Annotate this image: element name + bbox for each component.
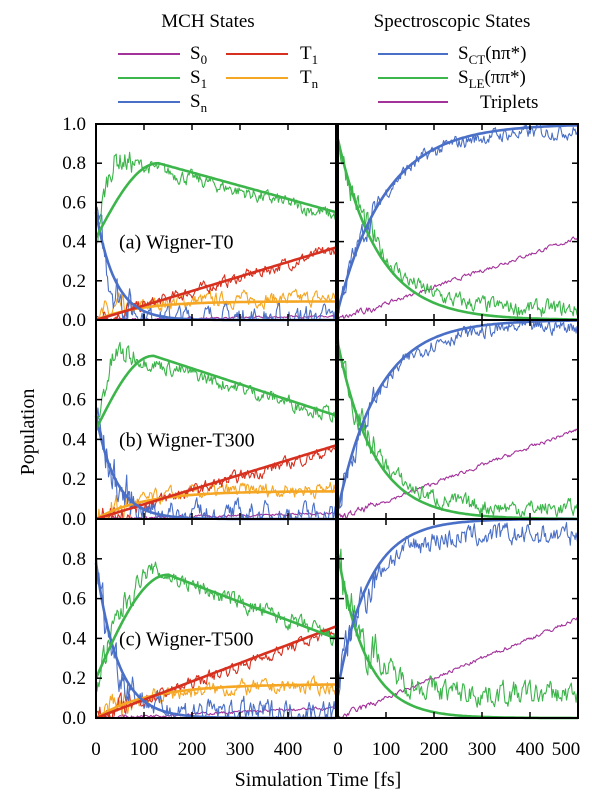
mch-panel-2: (b) Wigner-T300 [94,319,337,521]
ytick-label: 0.2 [62,469,86,490]
ytick-label: 0.2 [62,668,86,689]
spec-panel-1-series-sle-raw [337,135,579,317]
legend-label-triplets: Triplets [480,92,538,113]
spec-panel-3-series-sct-fit [336,517,578,689]
spec-panel-2-series-sle-fit [336,343,578,521]
mch-panel-3-frame [95,518,337,719]
legend-label-tn: Tn [300,67,319,91]
xtick-label: 400 [516,739,545,760]
mch-panel-1-series-sn-fit [94,211,336,322]
spec-panel-2 [336,319,579,521]
x-axis-title: Simulation Time [fs] [235,769,402,791]
panel-label-3: (c) Wigner-T500 [119,628,253,650]
spec-panel-3-series-sct-raw [337,522,579,699]
mch-panel-3-series-s1-fit [94,573,337,679]
ytick-label: 0.6 [62,390,86,411]
spec-panel-1 [336,123,579,321]
mch-panel-2-series-s0-raw [95,511,337,520]
xtick-label: 0 [91,739,101,760]
legend-heading-spectroscopic: Spectroscopic States [374,11,531,32]
spec-panel-3 [336,517,579,720]
ytick-label: 1.0 [62,114,86,135]
spec-panel-1-frame [337,123,579,321]
ytick-label: 0.0 [62,509,86,530]
plot-grid: (a) Wigner-T0 0.0 0.2 0.4 0.6 0.8 1.0 (b) Wigne… [62,114,580,760]
spec-panel-3-series-trip-raw [337,617,579,719]
ytick-label: 0.4 [62,628,86,649]
ytick-label: 0.0 [62,708,86,729]
spec-panel-1-series-sct-raw [337,123,579,314]
xtick-label: 200 [178,739,207,760]
ytick-label: 0.8 [62,153,86,174]
spec-panel-2-series-sct-fit [336,319,579,510]
xtick-label: 100 [372,739,401,760]
mch-panel-3: (c) Wigner-T500 [94,518,337,720]
legend-label-sn: Sn [190,91,208,115]
mch-panel-3-series-tn-fit [95,683,336,720]
spec-panel-2-series-sct-raw [337,319,579,515]
spec-panel-2-series-trip-raw [337,428,579,520]
ytick-label: 0.8 [62,549,86,570]
mch-panel-2-series-t1-fit [95,444,337,521]
xtick-label: 500 [552,739,581,760]
ytick-label: 0.6 [62,589,86,610]
spec-panel-1-series-trip-raw [337,236,579,321]
mch-panel-2-series-s1-raw [95,341,337,431]
legend-label-t1: T1 [300,43,318,67]
spec-panel-3-series-sle-raw [337,545,579,708]
xtick-label: 200 [420,739,449,760]
mch-panel-1-series-t1-fit [95,246,337,322]
ytick-label: 0.4 [62,232,86,253]
mch-panel-1: (a) Wigner-T0 [94,123,337,322]
legend-label-s0: S0 [190,43,207,67]
xtick-label: 400 [274,739,303,760]
panel-label-2: (b) Wigner-T300 [119,429,255,451]
spec-panel-1-series-sct-fit [336,124,578,311]
mch-panel-1-series-t1-raw [95,246,337,321]
mch-panel-2-series-s1-fit [94,354,337,430]
xtick-label: 100 [130,739,159,760]
ytick-label: 0.4 [62,429,86,450]
spec-panel-1-series-sle-fit [336,139,578,321]
spec-panel-2-frame [337,319,579,520]
panel-label-1: (a) Wigner-T0 [119,232,233,254]
xtick-label: 300 [468,739,497,760]
mch-panel-3-series-t1-fit [95,625,337,720]
mch-panel-1-series-s1-fit [94,161,337,239]
spec-panel-2-series-sle-raw [337,331,579,518]
y-axis-title: Population [17,389,39,476]
legend-label-sct: SCT(nπ*) [458,43,526,67]
ytick-label: 0.8 [62,350,86,371]
ytick-label: 0.0 [62,310,86,331]
spec-panel-3-frame [337,518,579,719]
ytick-label: 0.2 [62,271,86,292]
legend: MCH States Spectroscopic States S0 S1 Sn… [118,11,538,115]
legend-label-sle: SLE(ππ*) [458,67,526,91]
legend-heading-mch: MCH States [161,11,254,32]
ytick-label: 0.6 [62,192,86,213]
xtick-label: 300 [226,739,255,760]
legend-label-s1: S1 [190,67,207,91]
xtick-label: 0 [333,739,343,760]
